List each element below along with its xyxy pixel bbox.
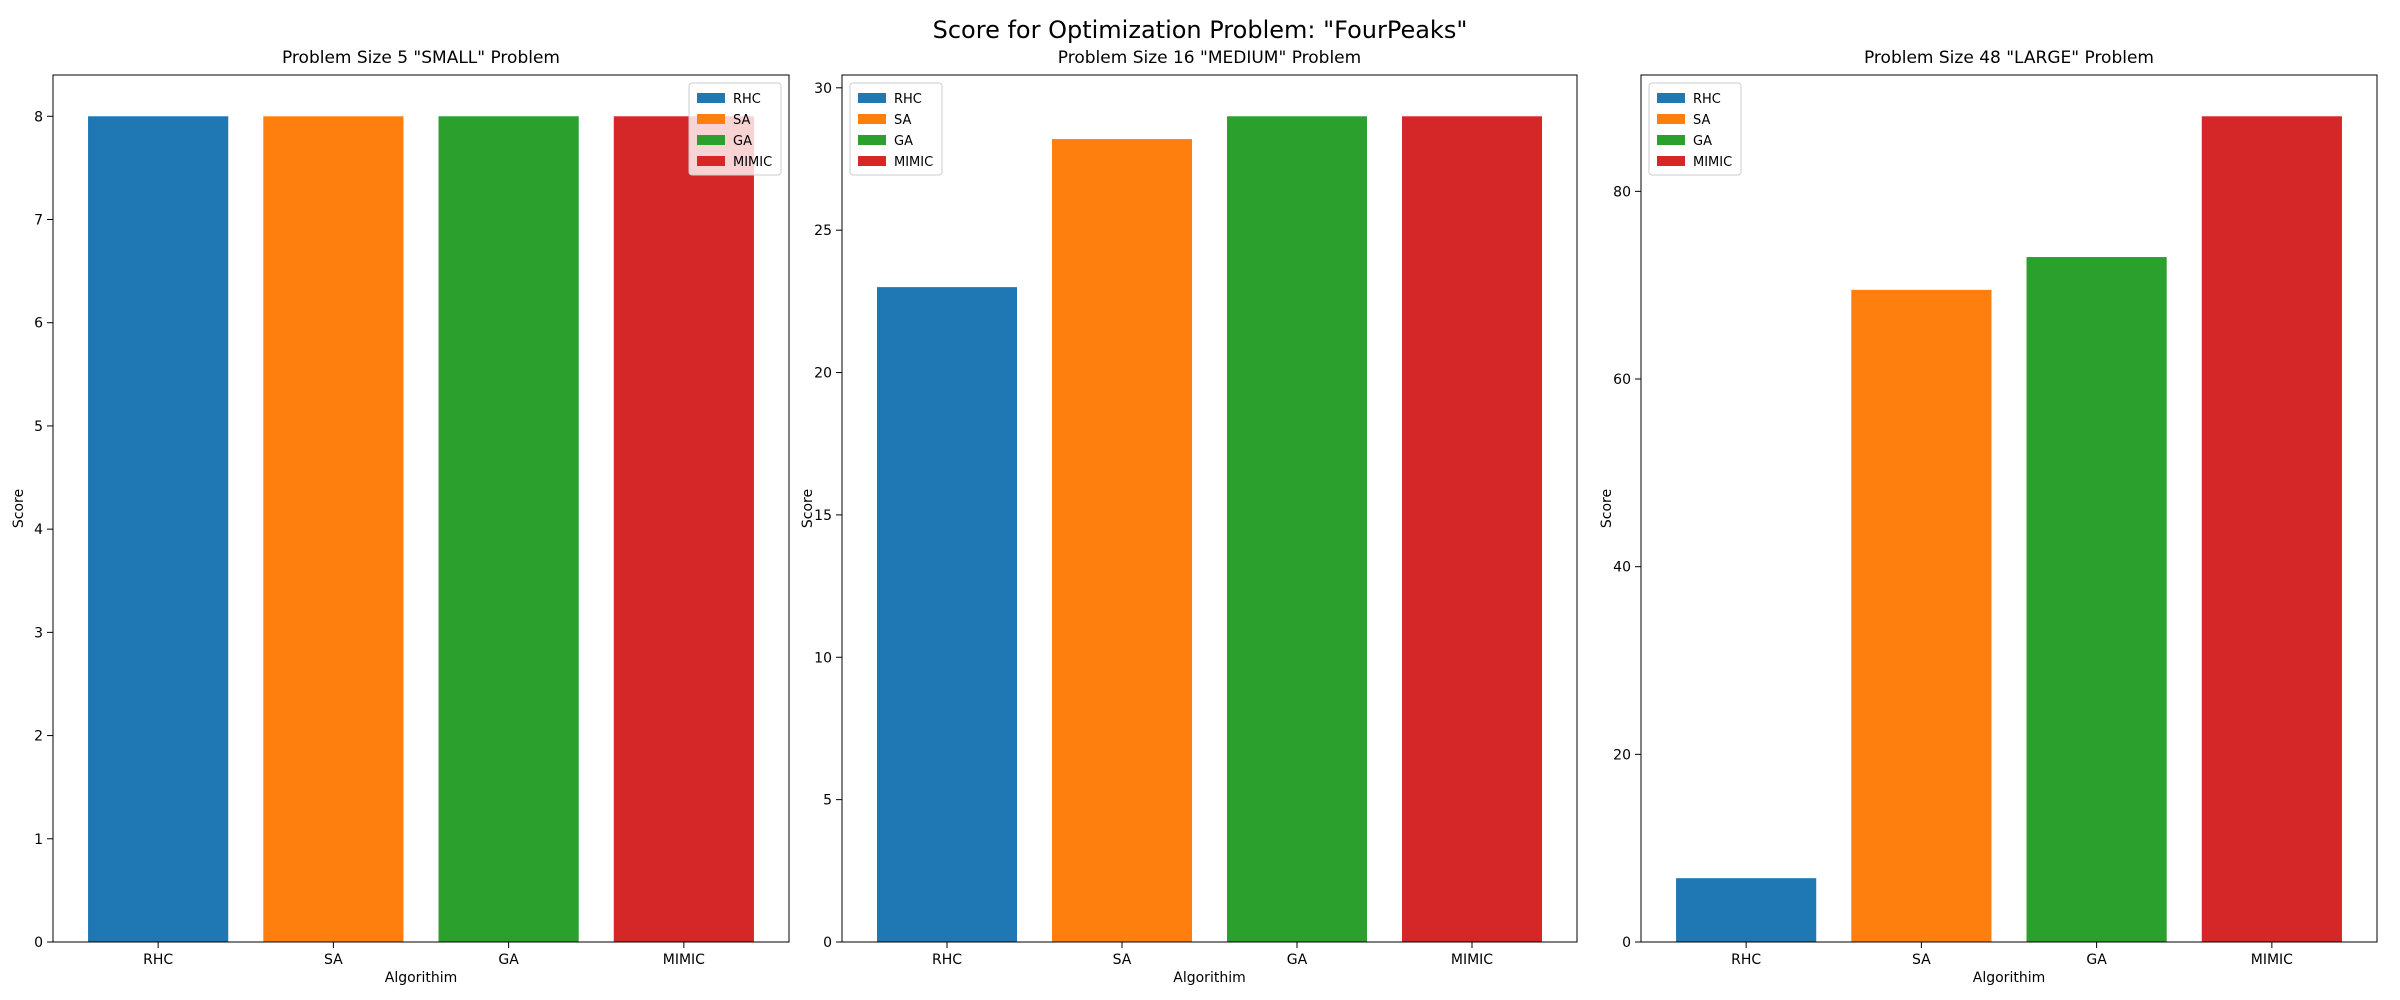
- axes-frame: [1640, 74, 2378, 943]
- y-axis-label: Score: [1599, 489, 1615, 528]
- y-tick-label: 8: [34, 109, 43, 125]
- legend-swatch-ga: [1657, 135, 1685, 145]
- y-tick-label: 0: [823, 935, 832, 951]
- y-tick-label: 40: [1613, 560, 1631, 576]
- legend-box: [849, 82, 943, 176]
- x-tick-label: MIMIC: [663, 952, 705, 968]
- legend-swatch-ga: [858, 135, 886, 145]
- legend-label-sa: SA: [894, 113, 911, 128]
- legend-label-ga: GA: [894, 134, 913, 149]
- legend-swatch-mimic: [697, 156, 725, 166]
- legend-label-sa: SA: [733, 113, 750, 128]
- x-tick-label: MIMIC: [2251, 952, 2293, 968]
- bar-ga: [438, 116, 579, 943]
- bar-rhc: [88, 116, 229, 943]
- bar-ga: [1227, 116, 1367, 943]
- legend-label-mimic: MIMIC: [894, 155, 933, 170]
- bar-rhc: [1676, 878, 1817, 942]
- chart-panel-2: 0 5 10 15 20 25 30 RHC SA GA MIMIC Problem Size 16 …: [800, 48, 1578, 986]
- y-tick-label: 5: [823, 793, 832, 809]
- y-tick-label: 0: [34, 935, 43, 951]
- bar-ga: [2026, 257, 2167, 942]
- x-tick-label: GA: [2086, 952, 2107, 968]
- bar-sa: [1052, 139, 1192, 943]
- y-tick-label: 80: [1613, 184, 1631, 200]
- bar-mimic: [2201, 116, 2342, 943]
- legend-label-sa: SA: [1693, 113, 1710, 128]
- legend-swatch-sa: [858, 114, 886, 124]
- legend-box: [1648, 82, 1742, 176]
- legend-swatch-rhc: [1657, 93, 1685, 103]
- bar-sa: [263, 116, 404, 943]
- bar-sa: [1851, 289, 1992, 942]
- bar-mimic: [613, 116, 754, 943]
- y-tick-label: 0: [1622, 935, 1631, 951]
- y-tick-label: 30: [814, 81, 832, 97]
- legend-swatch-mimic: [1657, 156, 1685, 166]
- legend: RHC SA GA MIMIC: [688, 82, 782, 176]
- legend-swatch-sa: [1657, 114, 1685, 124]
- y-tick-label: 10: [814, 650, 832, 666]
- x-tick-label: SA: [1113, 952, 1132, 968]
- legend-label-rhc: RHC: [1693, 92, 1721, 107]
- figure-title: Score for Optimization Problem: "FourPea…: [933, 16, 1468, 44]
- legend: RHC SA GA MIMIC: [1648, 82, 1742, 176]
- x-axis-label: Algorithim: [1973, 970, 2045, 986]
- panel-title: Problem Size 5 "SMALL" Problem: [282, 48, 560, 68]
- y-tick-label: 60: [1613, 372, 1631, 388]
- y-tick-label: 5: [34, 419, 43, 435]
- y-tick-label: 20: [814, 366, 832, 382]
- bar-rhc: [877, 287, 1017, 942]
- chart-panel-3: 0 20 40 60 80 RHC SA GA MIMIC Problem Size 48 "LA…: [1599, 48, 2378, 986]
- axes-frame: [52, 74, 790, 943]
- y-tick-label: 4: [34, 522, 43, 538]
- y-tick-label: 3: [34, 625, 43, 641]
- legend-label-mimic: MIMIC: [1693, 155, 1732, 170]
- y-tick-label: 7: [34, 213, 43, 229]
- x-tick-label: GA: [1287, 952, 1308, 968]
- x-tick-label: SA: [324, 952, 343, 968]
- axes-frame: [841, 74, 1578, 943]
- legend-swatch-ga: [697, 135, 725, 145]
- legend-swatch-rhc: [697, 93, 725, 103]
- x-tick-label: RHC: [932, 952, 962, 968]
- legend-label-ga: GA: [1693, 134, 1712, 149]
- x-axis-label: Algorithim: [385, 970, 457, 986]
- panel-title: Problem Size 48 "LARGE" Problem: [1864, 48, 2154, 68]
- legend: RHC SA GA MIMIC: [849, 82, 943, 176]
- legend-box: [688, 82, 782, 176]
- y-tick-label: 1: [34, 832, 43, 848]
- x-tick-label: SA: [1912, 952, 1931, 968]
- x-tick-label: GA: [498, 952, 519, 968]
- chart-panel-1: 0 1 2 3 4 5 6 7 8 RHC SA GA MIMIC Problem Size 5 "SMA…: [11, 48, 790, 986]
- y-tick-label: 2: [34, 729, 43, 745]
- legend-label-ga: GA: [733, 134, 752, 149]
- legend-swatch-mimic: [858, 156, 886, 166]
- legend-label-rhc: RHC: [894, 92, 922, 107]
- x-tick-label: MIMIC: [1451, 952, 1493, 968]
- bar-mimic: [1402, 116, 1542, 943]
- panel-title: Problem Size 16 "MEDIUM" Problem: [1058, 48, 1361, 68]
- y-axis-label: Score: [800, 489, 816, 528]
- legend-label-mimic: MIMIC: [733, 155, 772, 170]
- x-axis-label: Algorithim: [1173, 970, 1245, 986]
- legend-swatch-sa: [697, 114, 725, 124]
- y-tick-label: 25: [814, 223, 832, 239]
- x-tick-label: RHC: [143, 952, 173, 968]
- x-tick-label: RHC: [1731, 952, 1761, 968]
- legend-label-rhc: RHC: [733, 92, 761, 107]
- legend-swatch-rhc: [858, 93, 886, 103]
- y-tick-label: 15: [814, 508, 832, 524]
- y-axis-label: Score: [11, 489, 27, 528]
- y-tick-label: 6: [34, 316, 43, 332]
- y-tick-label: 20: [1613, 747, 1631, 763]
